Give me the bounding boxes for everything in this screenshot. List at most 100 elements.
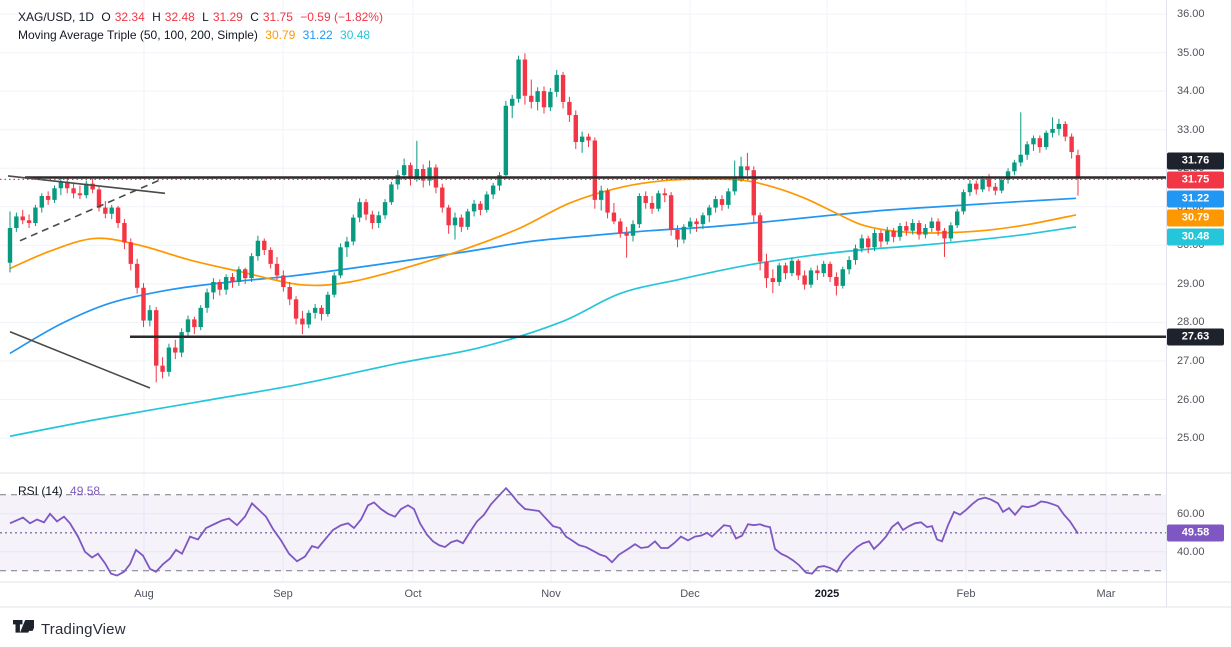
candle-body xyxy=(300,318,305,325)
candle-body xyxy=(262,240,267,250)
candle-body xyxy=(255,240,261,257)
candle-body xyxy=(223,276,229,290)
candle-body xyxy=(935,221,941,231)
candle-body xyxy=(713,199,718,208)
candle-body xyxy=(541,91,547,108)
candle-body xyxy=(312,307,318,313)
candle-body xyxy=(1050,128,1055,133)
candle-body xyxy=(20,216,25,221)
candle-body xyxy=(687,221,693,227)
candle-body xyxy=(707,207,712,216)
candle-body xyxy=(459,217,464,227)
candle-body xyxy=(579,136,585,143)
candle-body xyxy=(834,276,839,286)
candle-body xyxy=(560,74,566,102)
candle-body xyxy=(967,183,973,193)
candle-body xyxy=(611,212,617,222)
candle-body xyxy=(916,222,922,235)
candle-body xyxy=(853,248,858,261)
candle-body xyxy=(510,98,515,106)
candle-body xyxy=(198,307,203,328)
candle-body xyxy=(668,195,674,230)
candle-body xyxy=(783,265,788,274)
candle-body xyxy=(344,241,350,248)
candle-body xyxy=(363,202,369,215)
candle-body xyxy=(115,207,121,223)
candle-body xyxy=(548,91,553,108)
candle-body xyxy=(236,269,242,282)
candle-body xyxy=(408,165,413,180)
candle-body xyxy=(738,166,744,177)
candle-body xyxy=(827,263,833,277)
candle-body xyxy=(897,226,903,237)
candle-body xyxy=(999,179,1004,191)
candle-body xyxy=(643,196,648,203)
candle-body xyxy=(567,101,572,116)
candle-body xyxy=(929,221,934,229)
candle-body xyxy=(592,140,598,200)
candle-body xyxy=(796,260,801,276)
candle-body xyxy=(1018,154,1023,163)
candle-body xyxy=(605,190,610,213)
candle-body xyxy=(789,260,795,274)
candle-body xyxy=(96,189,102,208)
candle-body xyxy=(732,176,737,192)
candle-body xyxy=(141,287,146,321)
candle-body xyxy=(700,215,706,225)
candle-body xyxy=(319,307,324,314)
candle-body xyxy=(84,183,89,196)
candle-body xyxy=(452,217,458,226)
candle-body xyxy=(427,167,432,181)
candle-body xyxy=(440,187,445,208)
candle-body xyxy=(681,226,687,240)
candle-body xyxy=(599,190,604,200)
candle-body xyxy=(764,261,769,279)
candle-body xyxy=(338,247,343,276)
candle-body xyxy=(630,224,636,236)
candle-body xyxy=(948,225,954,239)
candle-body xyxy=(211,281,216,293)
candle-body xyxy=(1005,171,1011,180)
candle-body xyxy=(986,179,992,187)
candle-body xyxy=(90,183,95,190)
candle-body xyxy=(109,207,114,214)
candle-body xyxy=(274,263,280,276)
candle-body xyxy=(122,222,127,243)
candle-body xyxy=(351,217,356,242)
candle-body xyxy=(802,275,807,285)
candle-body xyxy=(821,263,826,274)
candle-body xyxy=(865,238,871,248)
candle-body xyxy=(694,221,699,225)
candle-body xyxy=(910,222,915,231)
candle-body xyxy=(389,184,394,203)
candle-body xyxy=(961,192,966,212)
candle-body xyxy=(1024,144,1030,155)
candle-body xyxy=(414,169,420,180)
candle-body xyxy=(586,136,591,141)
candle-body xyxy=(516,59,521,99)
candle-body xyxy=(293,299,299,319)
candle-body xyxy=(573,115,578,143)
candle-body xyxy=(554,74,559,92)
candle-body xyxy=(757,215,763,262)
candle-body xyxy=(281,275,286,288)
candle-body xyxy=(618,221,623,234)
candle-body xyxy=(134,263,140,288)
candle-body xyxy=(185,319,191,333)
candle-body xyxy=(52,188,57,200)
candle-body xyxy=(840,269,845,286)
candle-body xyxy=(954,211,960,226)
candle-body xyxy=(179,332,184,353)
candle-body xyxy=(980,179,985,190)
candle-body xyxy=(745,166,750,171)
candle-body xyxy=(471,203,477,212)
candle-body xyxy=(395,175,400,185)
candle-body xyxy=(624,233,629,236)
candle-body xyxy=(529,95,534,102)
candle-body xyxy=(891,230,896,237)
rsi-line xyxy=(9,486,1079,577)
candle-body xyxy=(942,230,947,239)
candle-body xyxy=(503,105,509,176)
